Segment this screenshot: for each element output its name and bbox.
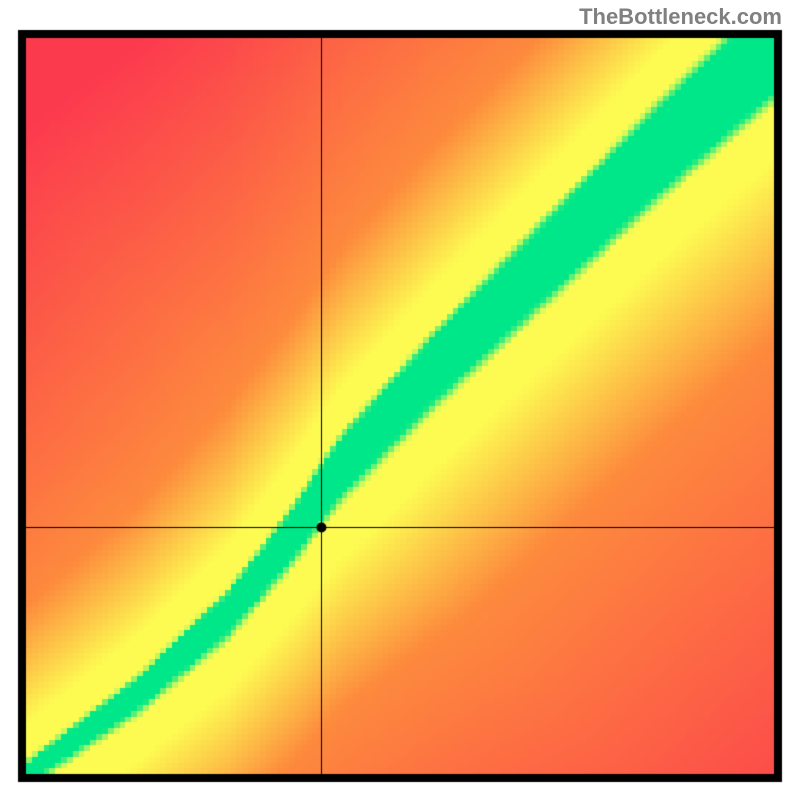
chart-container: TheBottleneck.com xyxy=(0,0,800,800)
heatmap-canvas xyxy=(0,0,800,800)
watermark-text: TheBottleneck.com xyxy=(579,4,782,30)
